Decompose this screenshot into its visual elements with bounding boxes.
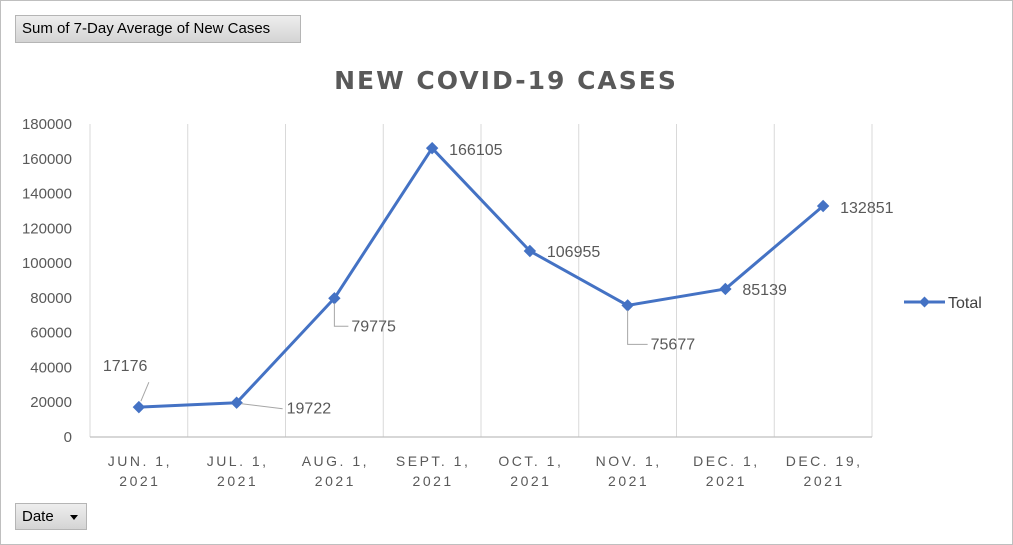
x-tick-label-line: 2021 <box>608 473 649 489</box>
x-tick-label: AUG. 1, 2021 <box>302 453 369 489</box>
data-label: 17176 <box>103 358 148 375</box>
y-tick-label: 60000 <box>30 325 72 342</box>
x-tick-label-line: SEPT. 1, <box>396 453 470 469</box>
data-label: 166105 <box>449 142 502 159</box>
dropdown-arrow-icon[interactable] <box>70 515 78 520</box>
value-field-button[interactable]: Sum of 7-Day Average of New Cases <box>15 15 301 43</box>
legend-label-total: Total <box>948 295 982 312</box>
x-tick-label-line: 2021 <box>804 473 845 489</box>
x-tick-label: SEPT. 1, 2021 <box>396 453 470 489</box>
axis-field-label: Date <box>22 508 54 525</box>
y-tick-label: 80000 <box>30 290 72 307</box>
x-tick-label-line: AUG. 1, <box>302 453 369 469</box>
x-tick-label-line: 2021 <box>510 473 551 489</box>
x-tick-label-line: 2021 <box>413 473 454 489</box>
x-tick-label: JUL. 1, 2021 <box>207 453 269 489</box>
data-label: 75677 <box>651 336 696 353</box>
x-tick-label: DEC. 19, 2021 <box>786 453 863 489</box>
y-tick-label: 120000 <box>22 220 72 237</box>
data-label: 79775 <box>351 318 396 335</box>
x-tick-label-line: OCT. 1, <box>498 453 563 469</box>
data-label: 19722 <box>287 401 332 418</box>
legend: Total <box>904 295 982 312</box>
x-tick-label: OCT. 1, 2021 <box>498 453 563 489</box>
series-line-total <box>138 146 825 409</box>
y-tick-label: 20000 <box>30 394 72 411</box>
legend-marker <box>919 296 930 308</box>
x-tick-label-line: DEC. 1, <box>693 453 760 469</box>
x-tick-label: NOV. 1, 2021 <box>596 453 662 489</box>
data-label: 132851 <box>840 200 893 217</box>
data-point <box>523 244 537 258</box>
y-tick-label: 160000 <box>22 151 72 168</box>
x-tick-label-line: 2021 <box>315 473 356 489</box>
data-point <box>230 396 243 409</box>
leader-line <box>241 403 283 410</box>
data-label: 85139 <box>742 282 787 299</box>
y-tick-label: 40000 <box>30 359 72 376</box>
x-tick-label-line: JUN. 1, <box>108 453 172 469</box>
y-tick-label: 180000 <box>22 116 72 133</box>
x-tick-label-line: 2021 <box>217 473 258 489</box>
data-point <box>816 199 830 213</box>
leader-line <box>627 310 648 345</box>
y-tick-label: 0 <box>64 429 72 446</box>
x-tick-label-line: 2021 <box>706 473 747 489</box>
leader-line <box>140 381 150 402</box>
data-point <box>719 282 732 296</box>
x-tick-label-line: NOV. 1, <box>596 453 662 469</box>
axis-field-button[interactable]: Date <box>15 503 87 530</box>
x-tick-label: DEC. 1, 2021 <box>693 453 760 489</box>
data-label: 106955 <box>547 244 600 261</box>
leader-line <box>333 303 349 327</box>
data-point <box>132 400 146 414</box>
x-tick-label-line: JUL. 1, <box>207 453 269 469</box>
x-tick-label-line: DEC. 19, <box>786 453 863 469</box>
y-tick-label: 140000 <box>22 186 72 203</box>
x-tick-label-line: 2021 <box>119 473 160 489</box>
value-field-label: Sum of 7-Day Average of New Cases <box>22 20 271 37</box>
chart-title: NEW COVID-19 CASES <box>334 66 678 95</box>
y-tick-label: 100000 <box>22 255 72 272</box>
data-point <box>425 141 439 155</box>
x-tick-label: JUN. 1, 2021 <box>108 453 172 489</box>
